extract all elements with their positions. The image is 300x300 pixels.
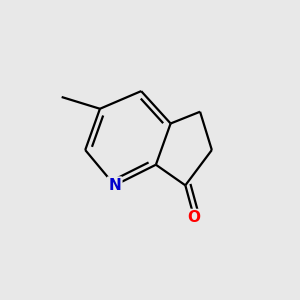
Text: O: O (188, 210, 201, 225)
Text: N: N (108, 178, 121, 193)
